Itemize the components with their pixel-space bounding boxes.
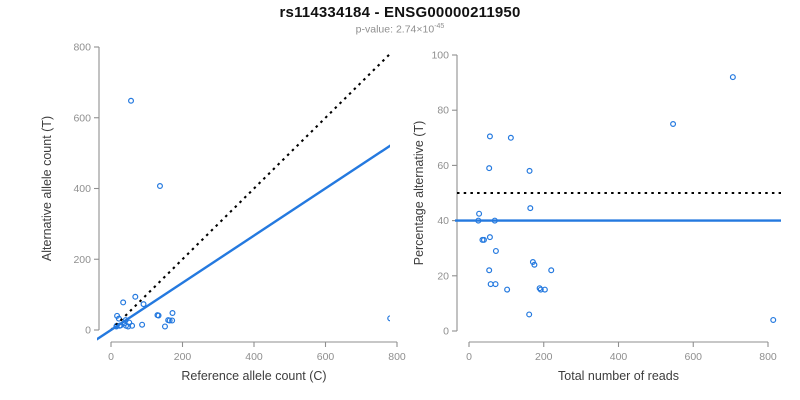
allele-count-scatter: 0 200 400 600 800 0 200 400 600 800 Reference alle… <box>40 42 406 384</box>
data-point <box>504 286 511 293</box>
y-tick-label: 0 <box>443 326 449 338</box>
x-tick-label: 400 <box>610 351 628 363</box>
y-tick-label: 80 <box>437 105 449 117</box>
y-tick-label: 600 <box>73 112 91 124</box>
axes: 0 20 40 60 80 100 0 200 400 600 800 Total number of… <box>412 50 777 384</box>
data-point <box>486 267 493 274</box>
data-point <box>114 312 121 319</box>
data-point <box>536 285 543 292</box>
axes: 0 200 400 600 800 0 200 400 600 800 Reference alle… <box>40 42 406 384</box>
x-tick-label: 200 <box>535 351 553 363</box>
x-tick-label: 400 <box>245 351 263 363</box>
pvalue-exponent: -45 <box>434 23 445 30</box>
data-point <box>132 293 139 300</box>
data-point <box>155 312 162 319</box>
fit-line <box>97 144 390 341</box>
x-tick-label: 200 <box>174 351 192 363</box>
identity-line <box>110 52 390 331</box>
data-point <box>169 317 176 324</box>
data-point <box>139 321 146 328</box>
data-point <box>486 133 493 140</box>
data-point <box>486 165 493 172</box>
data-point <box>541 286 548 293</box>
data-point <box>140 301 147 308</box>
percentage-alternative-scatter: 0 20 40 60 80 100 0 200 400 600 800 Total number of… <box>412 50 781 384</box>
data-point <box>531 261 538 268</box>
y-tick-label: 200 <box>73 254 91 266</box>
data-point <box>729 74 736 81</box>
data-point <box>548 267 555 274</box>
data-point <box>126 319 133 326</box>
data-point <box>527 205 534 212</box>
y-tick-label: 60 <box>437 160 449 172</box>
plot-area <box>97 52 390 341</box>
x-axis-title: Total number of reads <box>558 369 679 383</box>
y-tick-label: 0 <box>85 325 91 337</box>
data-point <box>537 286 544 293</box>
x-tick-label: 0 <box>466 351 472 363</box>
data-point <box>526 167 533 174</box>
data-point <box>492 247 499 254</box>
x-tick-label: 600 <box>684 351 702 363</box>
x-tick-label: 800 <box>388 351 406 363</box>
data-point <box>166 317 173 324</box>
data-point <box>161 323 168 330</box>
data-point <box>526 311 533 318</box>
data-point <box>507 134 514 141</box>
data-point <box>486 234 493 241</box>
data-point <box>120 299 127 306</box>
data-point <box>492 281 499 288</box>
pvalue-text: p-value: 2.74×10 <box>355 23 435 36</box>
y-tick-label: 20 <box>437 270 449 282</box>
y-tick-label: 400 <box>73 183 91 195</box>
plot-area <box>455 74 781 323</box>
data-point <box>156 183 163 190</box>
y-tick-label: 100 <box>431 50 449 62</box>
data-point <box>125 323 132 330</box>
data-point <box>487 281 494 288</box>
data-point <box>770 316 777 323</box>
y-axis-title: Alternative allele count (T) <box>40 116 54 261</box>
data-point <box>670 120 677 127</box>
y-tick-label: 40 <box>437 215 449 227</box>
x-tick-label: 600 <box>317 351 335 363</box>
data-point <box>128 97 135 104</box>
data-point <box>387 315 390 322</box>
x-axis-title: Reference allele count (C) <box>181 369 326 383</box>
figure-subtitle: p-value: 2.74×10-45 <box>0 23 800 36</box>
data-point <box>169 310 176 317</box>
x-tick-label: 0 <box>108 351 114 363</box>
data-point <box>476 210 483 217</box>
data-point <box>480 236 487 243</box>
x-tick-label: 800 <box>759 351 777 363</box>
y-axis-title: Percentage alternative (T) <box>412 121 426 266</box>
y-tick-label: 800 <box>73 42 91 54</box>
figure-title: rs114334184 - ENSG00000211950 <box>279 4 521 21</box>
